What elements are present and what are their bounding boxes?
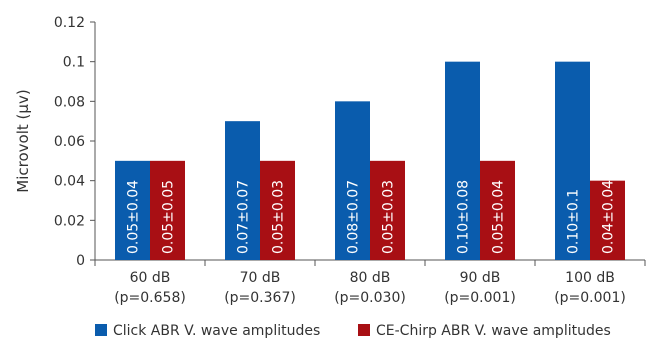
data-labels: 0.05±0.04 0.05±0.05 0.07±0.07 0.05±0.03 0.08… (126, 180, 617, 254)
y-tick-label: 0.12 (54, 15, 85, 31)
data-label: 0.10±0.1 (566, 189, 582, 254)
category-label: 100 dB (565, 270, 615, 286)
legend-swatch (358, 324, 370, 336)
category-label: (p=0.658) (114, 290, 186, 306)
bar (260, 160, 295, 260)
bar (115, 160, 150, 260)
legend-swatch (95, 324, 107, 336)
legend: Click ABR V. wave amplitudes CE-Chirp ABR… (95, 323, 611, 339)
data-label: 0.05±0.05 (161, 180, 177, 254)
bar (555, 61, 590, 260)
category-label: (p=0.001) (444, 290, 516, 306)
bar (480, 160, 515, 260)
bar (590, 180, 625, 260)
y-axis-label: Microvolt (μv) (14, 89, 32, 192)
data-label: 0.08±0.07 (346, 180, 362, 254)
legend-label: Click ABR V. wave amplitudes (113, 323, 320, 339)
bar (335, 101, 370, 260)
data-label: 0.04±0.04 (601, 180, 617, 254)
data-label: 0.07±0.07 (236, 180, 252, 254)
category-label: 70 dB (240, 270, 281, 286)
legend-label: CE-Chirp ABR V. wave amplitudes (376, 323, 611, 339)
category-labels: 60 dB (p=0.658) 70 dB (p=0.367) 80 dB (p=0.03… (114, 270, 626, 306)
category-label: (p=0.367) (224, 290, 296, 306)
bars (115, 61, 625, 261)
category-label: 60 dB (130, 270, 171, 286)
data-label: 0.05±0.03 (381, 180, 397, 254)
axes: 0 0.02 0.04 0.06 0.08 0.1 0.12 Microvolt (μv) (14, 15, 646, 269)
bar (445, 61, 480, 260)
y-tick-label: 0.1 (63, 55, 85, 71)
bar (225, 121, 260, 261)
data-label: 0.10±0.08 (456, 180, 472, 254)
y-tick-label: 0.02 (54, 213, 85, 229)
category-label: 80 dB (350, 270, 391, 286)
data-label: 0.05±0.04 (126, 180, 142, 254)
data-label: 0.05±0.04 (491, 180, 507, 254)
y-tick-label: 0.04 (54, 174, 85, 190)
y-tick-label: 0.06 (54, 134, 85, 150)
category-label: (p=0.030) (334, 290, 406, 306)
data-label: 0.05±0.03 (271, 180, 287, 254)
bar (150, 160, 185, 260)
y-tick-label: 0.08 (54, 94, 85, 110)
category-label: (p=0.001) (554, 290, 626, 306)
category-label: 90 dB (460, 270, 501, 286)
y-tick-label: 0 (76, 253, 85, 269)
bar (370, 160, 405, 260)
